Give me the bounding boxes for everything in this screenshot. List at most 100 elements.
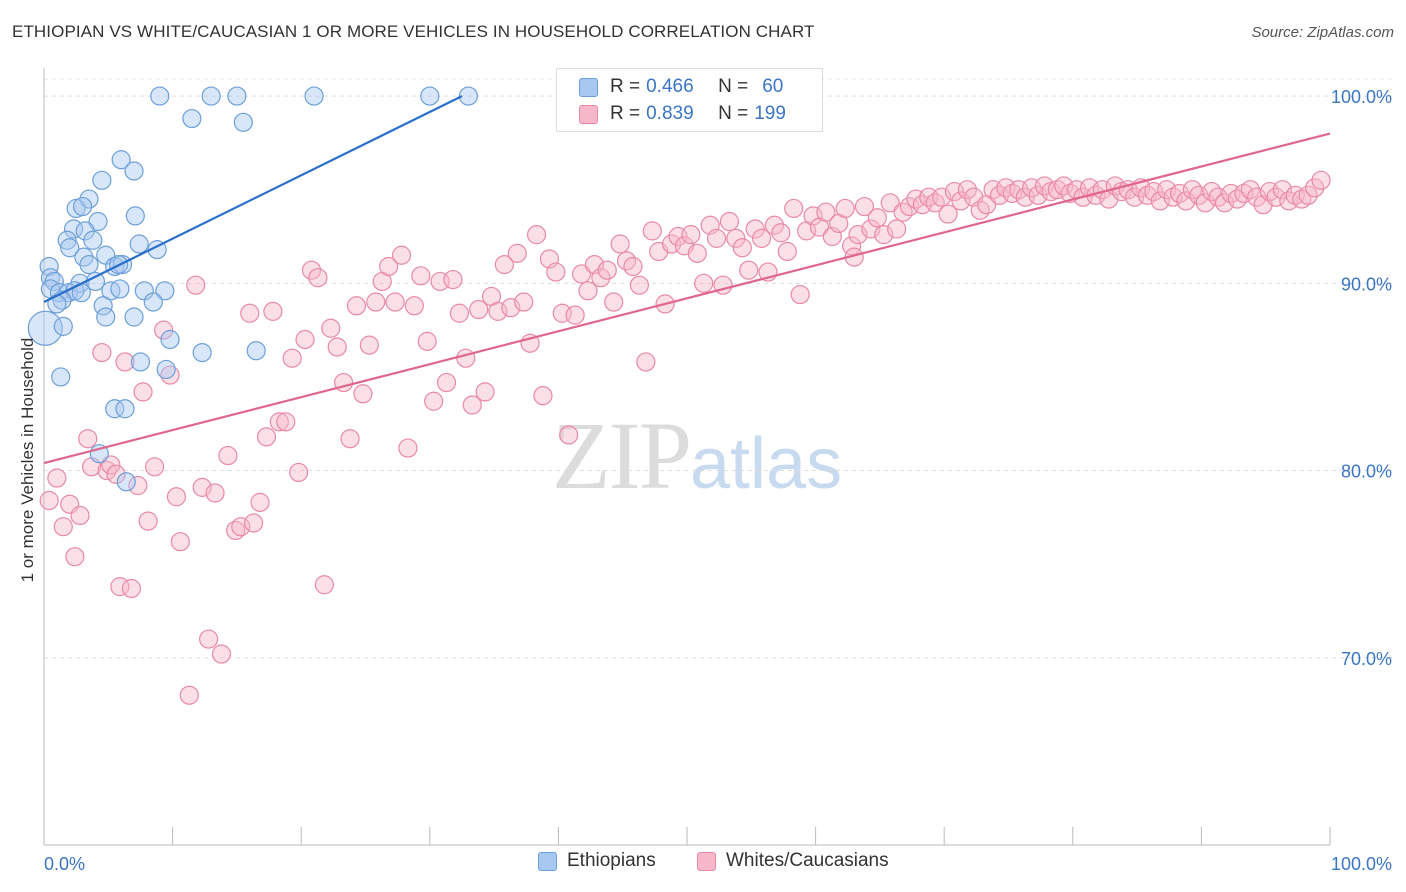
point-whites [816, 202, 836, 222]
point-whites [65, 547, 85, 567]
point-whites [353, 384, 373, 404]
point-whites [269, 412, 289, 432]
point-whites [854, 196, 875, 217]
point-ethiopians [115, 399, 135, 419]
point-ethiopians [201, 86, 221, 106]
point-whites [106, 464, 126, 484]
point-ethiopians [93, 296, 113, 316]
ethiopians-swatch [579, 77, 598, 97]
point-whites [231, 517, 251, 537]
point-whites [1311, 170, 1331, 190]
point-whites [880, 193, 900, 213]
point-ethiopians [105, 399, 125, 419]
point-ethiopians [160, 329, 180, 350]
point-ethiopians [27, 310, 63, 346]
point-ethiopians [156, 359, 176, 380]
x-tick-label: 100.0% [1331, 854, 1392, 874]
ethiopians-swatch [538, 851, 557, 871]
point-whites [867, 208, 887, 228]
point-whites [642, 221, 662, 241]
point-ethiopians [246, 341, 266, 361]
point-whites [745, 219, 765, 239]
point-whites [436, 372, 457, 393]
point-whites [1266, 187, 1286, 207]
point-whites [1054, 176, 1074, 196]
point-ethiopians [79, 254, 99, 275]
point-whites [92, 342, 112, 363]
point-ethiopians [53, 316, 73, 336]
point-ethiopians [51, 367, 71, 387]
point-whites [78, 429, 98, 449]
point-whites [186, 275, 206, 295]
point-whites [144, 457, 165, 477]
r-value: 0.839 [646, 103, 694, 124]
whites-swatch [579, 104, 598, 124]
y-axis-label: 1 or more Vehicles in Household [18, 337, 37, 583]
point-whites [578, 281, 598, 301]
point-whites [101, 455, 121, 475]
point-whites [726, 228, 746, 248]
point-whites [226, 520, 246, 541]
series-legend: Ethiopians Whites/Caucasians [0, 850, 1406, 878]
point-whites [39, 490, 59, 511]
point-whites [128, 475, 148, 496]
stats-row-ethiopians: R = 0.466 N = 60 [579, 74, 783, 100]
point-whites [732, 238, 752, 258]
point-whites [777, 241, 797, 262]
point-ethiopians [111, 150, 131, 170]
point-whites [739, 260, 759, 280]
point-ethiopians [143, 292, 163, 312]
point-whites [636, 352, 656, 372]
trend-lines [43, 95, 1331, 465]
point-whites [211, 644, 232, 664]
whites-swatch [697, 851, 716, 871]
point-whites [559, 425, 579, 445]
axes [43, 68, 1331, 846]
point-whites [385, 292, 405, 312]
point-ethiopians [182, 108, 202, 129]
point-whites [951, 191, 971, 211]
point-ethiopians [420, 86, 440, 106]
legend-item-whites[interactable]: Whites/Caucasians [697, 850, 889, 872]
point-whites [835, 198, 855, 219]
point-whites [133, 382, 153, 402]
point-whites [591, 268, 611, 288]
gridlines [44, 78, 1392, 659]
y-tick-label: 100.0% [1331, 87, 1392, 107]
point-ethiopians [192, 342, 212, 363]
point-whites [1214, 193, 1235, 213]
r-value: 0.466 [646, 76, 694, 97]
chart-title: ETHIOPIAN VS WHITE/CAUCASIAN 1 OR MORE V… [12, 22, 815, 41]
point-whites [1298, 185, 1318, 205]
point-whites [623, 256, 643, 277]
point-whites [244, 513, 264, 533]
source-credit: Source: ZipAtlas.com [1251, 24, 1394, 41]
legend-item-ethiopians[interactable]: Ethiopians [538, 850, 656, 872]
point-whites [1150, 191, 1170, 211]
point-whites [263, 301, 283, 321]
point-whites [359, 335, 379, 355]
point-whites [1169, 183, 1190, 204]
point-ethiopians [458, 86, 478, 106]
point-ethiopians [227, 86, 247, 106]
n-label: N = [718, 76, 749, 97]
point-whites [610, 234, 630, 254]
point-whites [706, 228, 727, 248]
point-whites [629, 275, 650, 295]
point-ethiopians [150, 86, 170, 106]
trend-line-whites [43, 132, 1331, 465]
legend-label: Whites/Caucasians [726, 850, 889, 871]
point-whites [546, 262, 566, 282]
point-ethiopians [130, 352, 151, 372]
point-whites [681, 225, 701, 245]
point-whites [391, 245, 412, 265]
point-whites [346, 296, 367, 316]
n-value: 60 [762, 76, 784, 97]
point-whites [1189, 185, 1209, 205]
y-tick-label: 80.0% [1341, 462, 1392, 482]
point-whites [121, 578, 142, 599]
point-whites [443, 269, 463, 290]
point-whites [179, 685, 199, 705]
point-ethiopians [233, 112, 253, 132]
point-whites [340, 429, 360, 449]
